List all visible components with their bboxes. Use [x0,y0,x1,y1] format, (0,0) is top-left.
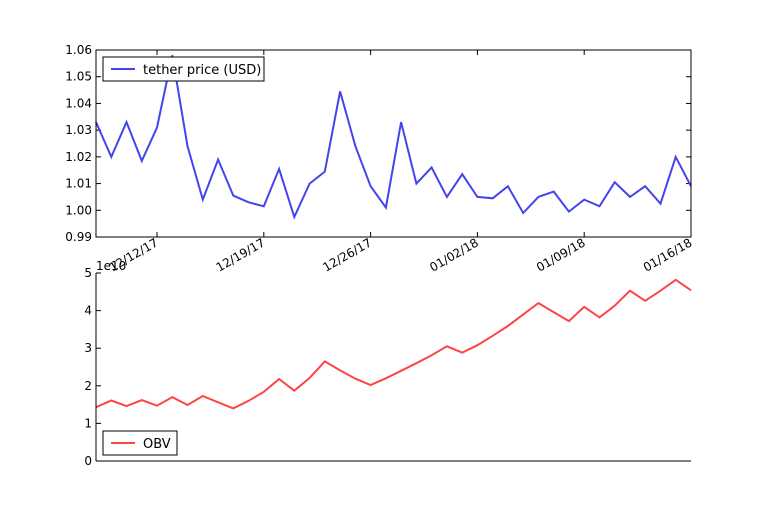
obv-legend: OBV [102,430,178,456]
obv-y-tick-label: 1 [84,416,92,430]
price-y-tick-label: 1.06 [65,43,92,57]
obv-series-line [95,278,692,410]
obv-y-tick-label: 4 [84,304,92,318]
price-y-tick-label: 1.01 [65,177,92,191]
obv-legend-label: OBV [143,437,171,452]
price-axes-frame [95,49,692,238]
price-y-tick-label: 1.03 [65,123,92,137]
price-y-tick-label: 1.04 [65,96,92,110]
price-y-tick-label: 1.05 [65,70,92,84]
price-y-ticks: 0.99 1.00 1.01 1.02 1.03 1.04 1.05 1.06 [65,43,691,244]
price-y-tick-label: 1.02 [65,150,92,164]
obv-y-tick-label: 5 [84,266,92,280]
obv-y-tick-label: 2 [84,379,92,393]
obv-y-tick-label: 0 [84,454,92,468]
obv-y-tick-label: 3 [84,341,92,355]
price-y-tick-label: 1.00 [65,203,92,217]
price-series-line [95,55,692,220]
price-y-tick-label: 0.99 [65,230,92,244]
price-legend-label: tether price (USD) [143,63,261,78]
obv-scale-label: 1e10 [96,259,126,273]
price-legend: tether price (USD) [102,56,265,82]
obv-chart: 0 1 2 3 4 5 1e10 OBV [84,259,692,468]
